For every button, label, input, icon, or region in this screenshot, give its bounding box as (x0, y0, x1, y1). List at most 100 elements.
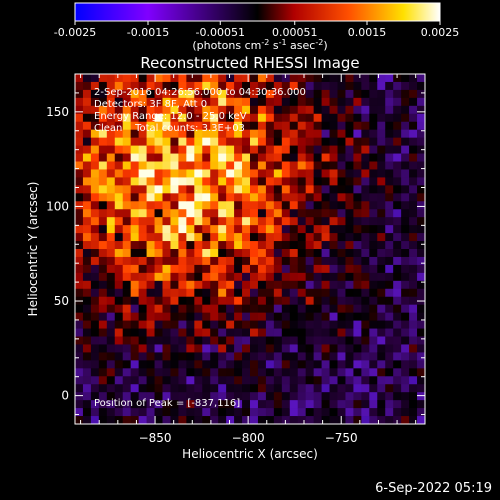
heatmap-cell (353, 177, 362, 186)
heatmap-cell (297, 296, 307, 306)
heatmap-cell (273, 344, 283, 353)
heatmap-cell (202, 113, 211, 123)
heatmap-cell (321, 408, 330, 417)
heatmap-cell (178, 360, 187, 369)
heatmap-cell (369, 360, 378, 369)
heatmap-cell (385, 416, 394, 425)
heatmap-cell (122, 328, 132, 337)
heatmap-cell (122, 201, 132, 210)
heatmap-cell (313, 97, 322, 107)
heatmap-cell (250, 416, 259, 425)
heatmap-cell (250, 241, 259, 250)
heatmap-cell (114, 280, 124, 290)
heatmap-cell (369, 193, 378, 202)
heatmap-cell (385, 113, 394, 123)
heatmap-cell (98, 312, 108, 321)
heatmap-cell (210, 272, 219, 282)
heatmap-cell (114, 145, 124, 154)
heatmap-cell (178, 129, 187, 139)
heatmap-cell (218, 360, 227, 369)
heatmap-cell (321, 392, 330, 401)
heatmap-cell (281, 288, 291, 298)
heatmap-cell (289, 177, 299, 186)
heatmap-cell (90, 264, 100, 274)
heatmap-cell (154, 129, 163, 139)
heatmap-cell (75, 185, 84, 194)
heatmap-cell (377, 193, 386, 202)
heatmap-cell (409, 74, 418, 83)
heatmap-cell (82, 193, 92, 202)
heatmap-cell (250, 113, 259, 123)
heatmap-cell (106, 97, 116, 107)
heatmap-cell (82, 169, 92, 178)
heatmap-cell (273, 137, 283, 146)
heatmap-cell (281, 376, 291, 385)
heatmap-cell (202, 209, 211, 218)
heatmap-cell (409, 209, 418, 218)
heatmap-cell (250, 360, 259, 369)
heatmap-cell (106, 264, 116, 274)
heatmap-cell (289, 288, 299, 298)
heatmap-cell (265, 280, 275, 290)
heatmap-cell (329, 360, 338, 369)
heatmap-cell (377, 177, 386, 186)
heatmap-cell (194, 392, 203, 401)
heatmap-cell (194, 384, 203, 393)
heatmap-cell (385, 153, 394, 162)
heatmap-cell (90, 312, 100, 321)
heatmap-cell (257, 169, 267, 178)
heatmap-cell (242, 392, 251, 401)
heatmap-cell (114, 368, 124, 377)
heatmap-cell (218, 296, 227, 306)
heatmap-cell (170, 225, 179, 234)
heatmap-cell (122, 74, 132, 83)
heatmap-cell (122, 360, 132, 369)
heatmap-cell (226, 304, 235, 314)
heatmap-cell (106, 249, 116, 258)
heatmap-cell (170, 105, 179, 115)
heatmap-cell (194, 376, 203, 385)
heatmap-cell (218, 113, 227, 123)
heatmap-cell (218, 408, 227, 417)
heatmap-cell (210, 352, 219, 361)
heatmap-cell (210, 177, 219, 186)
heatmap-cell (305, 328, 315, 337)
heatmap-cell (226, 344, 235, 353)
heatmap-cell (377, 121, 386, 131)
heatmap-cell (321, 105, 330, 115)
heatmap-cell (353, 74, 362, 83)
heatmap-cell (393, 360, 402, 369)
heatmap-cell (409, 217, 418, 226)
heatmap-cell (369, 105, 378, 115)
heatmap-cell (393, 241, 402, 250)
heatmap-cell (393, 74, 402, 83)
heatmap-cell (250, 89, 259, 99)
heatmap-cell (250, 384, 259, 393)
heatmap-cell (361, 368, 370, 377)
heatmap-cell (82, 368, 92, 377)
heatmap-cell (321, 352, 330, 361)
heatmap-cell (409, 97, 418, 107)
heatmap-cell (170, 137, 179, 146)
heatmap-cell (170, 344, 179, 353)
heatmap-cell (377, 249, 386, 258)
heatmap-cell (218, 74, 227, 83)
heatmap-cell (202, 81, 211, 91)
heatmap-cell (130, 384, 140, 393)
heatmap-cell (305, 312, 315, 321)
heatmap-cell (273, 129, 283, 139)
heatmap-cell (385, 288, 394, 298)
heatmap-cell (106, 193, 116, 202)
heatmap-cell (337, 121, 346, 131)
heatmap-cell (242, 217, 251, 226)
heatmap-cell (345, 201, 354, 210)
heatmap-cell (329, 320, 338, 329)
heatmap-cell (385, 376, 394, 385)
heatmap-cell (154, 89, 163, 99)
heatmap-cell (75, 113, 84, 123)
heatmap-cell (170, 408, 179, 417)
heatmap-cell (313, 384, 322, 393)
heatmap-cell (353, 249, 362, 258)
heatmap-cell (250, 161, 259, 170)
heatmap-cell (353, 336, 362, 345)
